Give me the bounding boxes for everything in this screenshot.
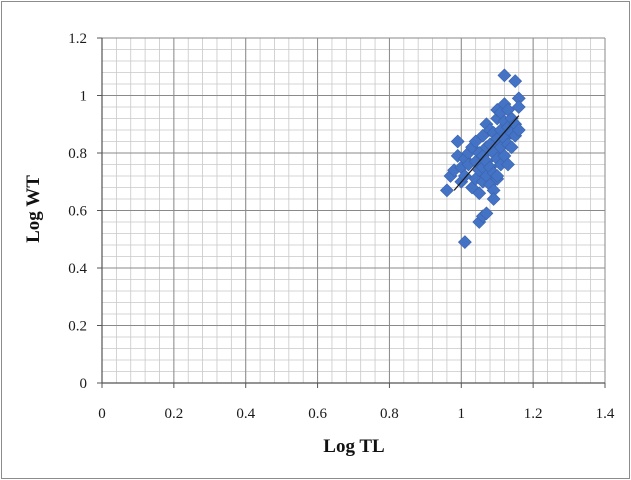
data-point: [450, 134, 465, 149]
data-points: [439, 68, 526, 250]
data-point: [501, 157, 515, 172]
x-tick-label: 1: [458, 406, 466, 422]
data-point: [504, 140, 519, 155]
y-tick-label: 1.2: [68, 31, 87, 47]
y-tick-label: 0.4: [68, 261, 87, 277]
tick-labels: 0 0.2 0.4 0.6 0.8 1 1.2 1.4 0 0.2 0.4 0.6 0.8 1 1.2: [68, 31, 615, 422]
x-tick-label: 0: [98, 406, 106, 422]
y-tick-label: 0: [80, 376, 88, 392]
data-point: [497, 68, 512, 83]
axes: [97, 37, 606, 388]
y-tick-label: 0.2: [68, 319, 87, 335]
data-point: [508, 74, 523, 89]
y-tick-label: 1: [80, 89, 88, 105]
y-axis-title: Log WT: [23, 175, 44, 243]
y-tick-label: 0.6: [68, 204, 87, 220]
data-point: [472, 186, 487, 201]
x-tick-label: 1.2: [524, 406, 543, 422]
data-point: [439, 183, 454, 198]
x-tick-label: 0.6: [308, 406, 327, 422]
trendline: [453, 115, 520, 191]
y-tick-label: 0.8: [68, 146, 87, 162]
x-tick-label: 1.4: [596, 406, 615, 422]
trendline-group: [453, 115, 520, 191]
data-point: [457, 235, 472, 250]
x-tick-label: 0.4: [236, 406, 255, 422]
grid-lines: [101, 37, 606, 384]
data-point: [479, 206, 494, 221]
data-point: [511, 100, 526, 114]
x-tick-label: 0.8: [380, 406, 399, 422]
x-tick-label: 0.2: [164, 406, 183, 422]
data-point: [486, 192, 501, 206]
data-point: [490, 169, 505, 183]
data-point: [511, 123, 526, 137]
x-axis-title: Log TL: [323, 436, 384, 457]
